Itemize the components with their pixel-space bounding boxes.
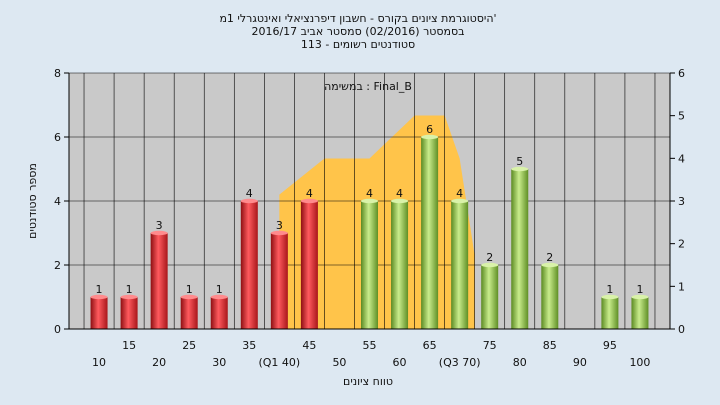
x-tick-label: 60 xyxy=(393,356,407,369)
bar-cap-65 xyxy=(421,134,439,140)
y2-tick-label: 2 xyxy=(678,238,685,251)
x-tick-label: 95 xyxy=(603,339,617,352)
y2-tick-label: 0 xyxy=(678,323,685,336)
bar-35 xyxy=(240,201,258,329)
x-tick-label: 25 xyxy=(182,339,196,352)
data-label-10: 1 xyxy=(96,283,103,296)
bar-55 xyxy=(361,201,378,329)
bar-cap-45 xyxy=(300,198,318,204)
y2-tick-label: 6 xyxy=(678,67,685,80)
x-axis-label: טווח ציונים xyxy=(343,375,393,388)
x-tick-label: 30 xyxy=(212,356,226,369)
y2-tick-label: 5 xyxy=(678,110,685,123)
bar-cap-30 xyxy=(210,294,228,300)
bar-40 xyxy=(270,233,288,329)
data-label-20: 3 xyxy=(156,219,163,232)
x-tick-label: 15 xyxy=(122,339,136,352)
bar-10 xyxy=(90,297,108,329)
bar-cap-35 xyxy=(240,198,258,204)
bar-15 xyxy=(120,297,138,329)
data-label-40: 3 xyxy=(276,219,283,232)
bar-cap-75 xyxy=(481,262,499,268)
data-label-95: 1 xyxy=(606,283,613,296)
x-tick-label: 80 xyxy=(513,356,527,369)
data-label-75: 2 xyxy=(486,251,493,264)
data-label-85: 2 xyxy=(546,251,553,264)
data-label-70: 4 xyxy=(456,187,463,200)
data-label-100: 1 xyxy=(636,283,643,296)
x-tick-label: 20 xyxy=(152,356,166,369)
title-line-2: בסמסטר (02/2016) סמסטר אביב 2016/17 xyxy=(251,25,464,38)
data-label-55: 4 xyxy=(366,187,373,200)
title-line-1: היסטוגרמת ציונים בקורס - חשבון דיפרנציאל… xyxy=(219,12,496,25)
bar-cap-70 xyxy=(451,198,469,204)
bar-30 xyxy=(210,297,228,329)
bar-75 xyxy=(481,265,499,329)
task-annotation: במשימה : Final_B xyxy=(324,80,412,93)
bar-cap-60 xyxy=(391,198,409,204)
data-label-45: 4 xyxy=(306,187,313,200)
bar-95 xyxy=(601,297,619,329)
bar-cap-25 xyxy=(180,294,198,300)
bar-cap-10 xyxy=(90,294,108,300)
x-tick-label: 90 xyxy=(573,356,587,369)
y-tick-label: 6 xyxy=(54,131,61,144)
y2-tick-label: 3 xyxy=(678,195,685,208)
y-tick-label: 2 xyxy=(54,259,61,272)
y2-tick-label: 1 xyxy=(678,280,685,293)
x-tick-label: 65 xyxy=(423,339,437,352)
bar-80 xyxy=(511,169,529,329)
x-tick-label: 75 xyxy=(483,339,497,352)
bar-cap-20 xyxy=(150,230,168,236)
bar-cap-15 xyxy=(120,294,138,300)
bar-60 xyxy=(391,201,409,329)
x-tick-label: 45 xyxy=(302,339,316,352)
y-tick-label: 4 xyxy=(54,195,61,208)
x-tick-label: 100 xyxy=(629,356,650,369)
x-tick-label: (Q3 70) xyxy=(439,356,481,369)
x-tick-label: (Q1 40) xyxy=(258,356,300,369)
data-label-30: 1 xyxy=(216,283,223,296)
bar-cap-85 xyxy=(541,262,559,268)
bar-85 xyxy=(541,265,559,329)
y-tick-label: 8 xyxy=(54,67,61,80)
title-line-3: סטודנטים רשומים - 113 xyxy=(301,38,415,51)
y-axis-label: מספר סטודנטים xyxy=(26,163,39,239)
x-tick-label: 10 xyxy=(92,356,106,369)
bar-cap-100 xyxy=(631,294,649,300)
bar-cap-95 xyxy=(601,294,619,300)
bar-20 xyxy=(150,233,168,329)
bar-series: 1 1 3 1 1 4 3 4 4 4 6 4 2 5 2 1 1 xyxy=(90,123,649,329)
chart-title-block: היסטוגרמת ציונים בקורס - חשבון דיפרנציאל… xyxy=(219,12,496,51)
bar-25 xyxy=(180,297,198,329)
bar-100 xyxy=(631,297,649,329)
bar-65 xyxy=(421,137,439,329)
data-label-80: 5 xyxy=(516,155,523,168)
x-tick-label: 85 xyxy=(543,339,557,352)
data-label-35: 4 xyxy=(246,187,253,200)
y-tick-label: 0 xyxy=(54,323,61,336)
data-label-65: 6 xyxy=(426,123,433,136)
bar-cap-40 xyxy=(270,230,288,236)
bar-70 xyxy=(451,201,469,329)
data-label-15: 1 xyxy=(126,283,133,296)
bar-45 xyxy=(300,201,318,329)
x-tick-label: 50 xyxy=(332,356,346,369)
x-tick-label: 55 xyxy=(363,339,377,352)
bar-cap-55 xyxy=(361,198,378,204)
x-tick-label: 35 xyxy=(242,339,256,352)
data-label-60: 4 xyxy=(396,187,403,200)
bar-cap-80 xyxy=(511,166,529,172)
y2-tick-label: 4 xyxy=(678,152,685,165)
data-label-25: 1 xyxy=(186,283,193,296)
